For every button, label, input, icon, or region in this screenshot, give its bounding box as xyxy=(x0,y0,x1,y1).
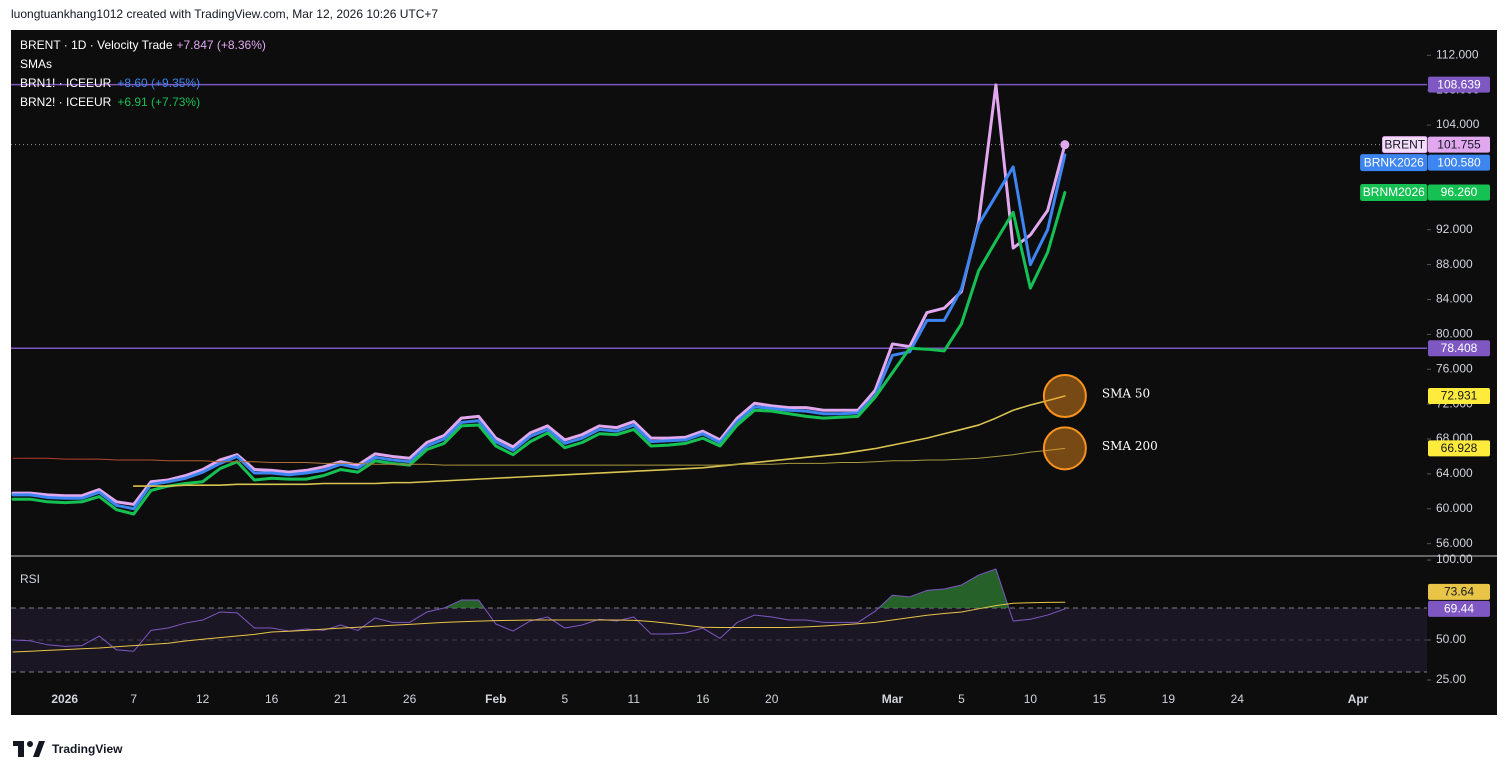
x-tick-label: 5 xyxy=(958,692,965,706)
series-line xyxy=(12,601,1066,653)
legend-change: +8.60 (+9.35%) xyxy=(117,76,200,90)
price-tag-label: 78.408 xyxy=(1441,341,1478,355)
x-tick-label: 26 xyxy=(403,692,417,706)
x-tick-label: 7 xyxy=(130,692,137,706)
y-tick-label: 100.00 xyxy=(1436,552,1473,566)
rsi-label: RSI xyxy=(20,572,40,586)
x-tick-label: 19 xyxy=(1162,692,1176,706)
x-tick-label: 16 xyxy=(696,692,710,706)
y-tick-label: 92.000 xyxy=(1436,222,1473,236)
series-name-tag xyxy=(1360,154,1428,172)
logo-slash xyxy=(33,741,45,757)
price-tag-label: 101.755 xyxy=(1437,137,1481,151)
legend-name: BRN2! · ICEEUR xyxy=(20,95,112,109)
x-tick-label: 2026 xyxy=(51,692,78,706)
y-tick-label: 112.000 xyxy=(1436,47,1479,61)
series-line xyxy=(11,191,1067,516)
x-tick-label: Mar xyxy=(882,692,904,706)
y-tick-label: 25.00 xyxy=(1436,672,1466,686)
x-tick-label: Feb xyxy=(485,692,506,706)
price-tag xyxy=(1428,600,1490,617)
y-tick-label: 60.000 xyxy=(1436,501,1473,515)
price-tag-label: 69.44 xyxy=(1444,602,1474,616)
price-tag-label: 96.260 xyxy=(1441,185,1478,199)
series-name-tag-label: BRNM2026 xyxy=(1363,185,1425,199)
legend-entry: BRN2! · ICEEUR +6.91 (+7.73%) xyxy=(20,95,200,109)
y-tick-label: 80.000 xyxy=(1436,327,1473,341)
series-name-tag-label: BRENT xyxy=(1384,137,1425,151)
price-tag-label: 72.931 xyxy=(1441,389,1478,403)
series-line xyxy=(12,447,1066,466)
legend-title-change: +7.847 (+8.36%) xyxy=(177,38,266,52)
y-tick-label: 56.000 xyxy=(1436,536,1473,550)
x-tick-label: 21 xyxy=(334,692,348,706)
price-pane xyxy=(11,83,1427,516)
price-tag-label: 73.64 xyxy=(1444,585,1474,599)
end-marker xyxy=(1060,140,1070,150)
x-tick-label: 20 xyxy=(765,692,779,706)
x-tick-label: 5 xyxy=(561,692,568,706)
series-name-tag xyxy=(1382,136,1428,154)
footer-logo-text: TradingView xyxy=(52,742,123,756)
price-tag xyxy=(1428,583,1490,600)
price-tag-label: 66.928 xyxy=(1441,441,1478,455)
legend-change: +6.91 (+7.73%) xyxy=(117,95,200,109)
overbought-fill xyxy=(13,569,1065,609)
price-tag xyxy=(1428,154,1490,171)
price-tag-label: 100.580 xyxy=(1437,155,1481,169)
x-tick-label: 11 xyxy=(628,692,641,706)
price-tag-label: 108.639 xyxy=(1437,77,1481,91)
y-tick-label: 64.000 xyxy=(1436,466,1473,480)
y-tick-label: 50.00 xyxy=(1436,632,1466,646)
annotation-text: SMA 200 xyxy=(1102,439,1158,453)
price-tag xyxy=(1428,340,1490,357)
logo-stem xyxy=(18,741,24,757)
series-name-tag xyxy=(1360,184,1428,202)
price-tag xyxy=(1428,184,1490,201)
legend-entry: BRN1! · ICEEUR +8.60 (+9.35%) xyxy=(20,76,200,90)
x-tick-label: 10 xyxy=(1024,692,1038,706)
price-tag xyxy=(1428,136,1490,153)
x-tick-label: 16 xyxy=(265,692,279,706)
x-tick-label: Apr xyxy=(1348,692,1369,706)
chart-panel xyxy=(11,30,1497,715)
x-tick-label: 15 xyxy=(1093,692,1107,706)
price-tag xyxy=(1428,76,1490,93)
series-line xyxy=(11,83,1067,506)
header: luongtuankhang1012 created with TradingV… xyxy=(11,7,438,21)
annotation-circle xyxy=(1042,374,1087,419)
indicator-label: SMAs xyxy=(20,57,52,71)
annotation-circle xyxy=(1042,426,1087,471)
overlay: 56.00060.00064.00068.00072.00076.00080.0… xyxy=(51,47,1490,706)
legend-name: BRN1! · ICEEUR xyxy=(20,76,112,90)
y-tick-label: 84.000 xyxy=(1436,292,1473,306)
y-tick-label: 104.000 xyxy=(1436,117,1480,131)
series-name-tag-label: BRNK2026 xyxy=(1364,155,1424,169)
legend-title: BRENT · 1D · Velocity Trade +7.847 (+8.36… xyxy=(20,38,266,52)
price-tag xyxy=(1428,440,1490,457)
x-tick-label: 24 xyxy=(1231,692,1245,706)
x-tick-label: 12 xyxy=(196,692,210,706)
y-tick-label: 88.000 xyxy=(1436,257,1473,271)
footer-logo: TradingView xyxy=(13,741,123,757)
logo-dot xyxy=(27,741,33,747)
rsi-band-fill xyxy=(11,608,1427,673)
annotation-text: SMA 50 xyxy=(1102,387,1150,401)
series-line xyxy=(132,395,1066,487)
legend-title-text: BRENT · 1D · Velocity Trade xyxy=(20,38,173,52)
series-line xyxy=(11,153,1067,511)
y-tick-label: 76.000 xyxy=(1436,361,1473,375)
price-tag xyxy=(1428,388,1490,405)
series-line xyxy=(12,568,1066,652)
rsi-pane xyxy=(11,568,1427,673)
